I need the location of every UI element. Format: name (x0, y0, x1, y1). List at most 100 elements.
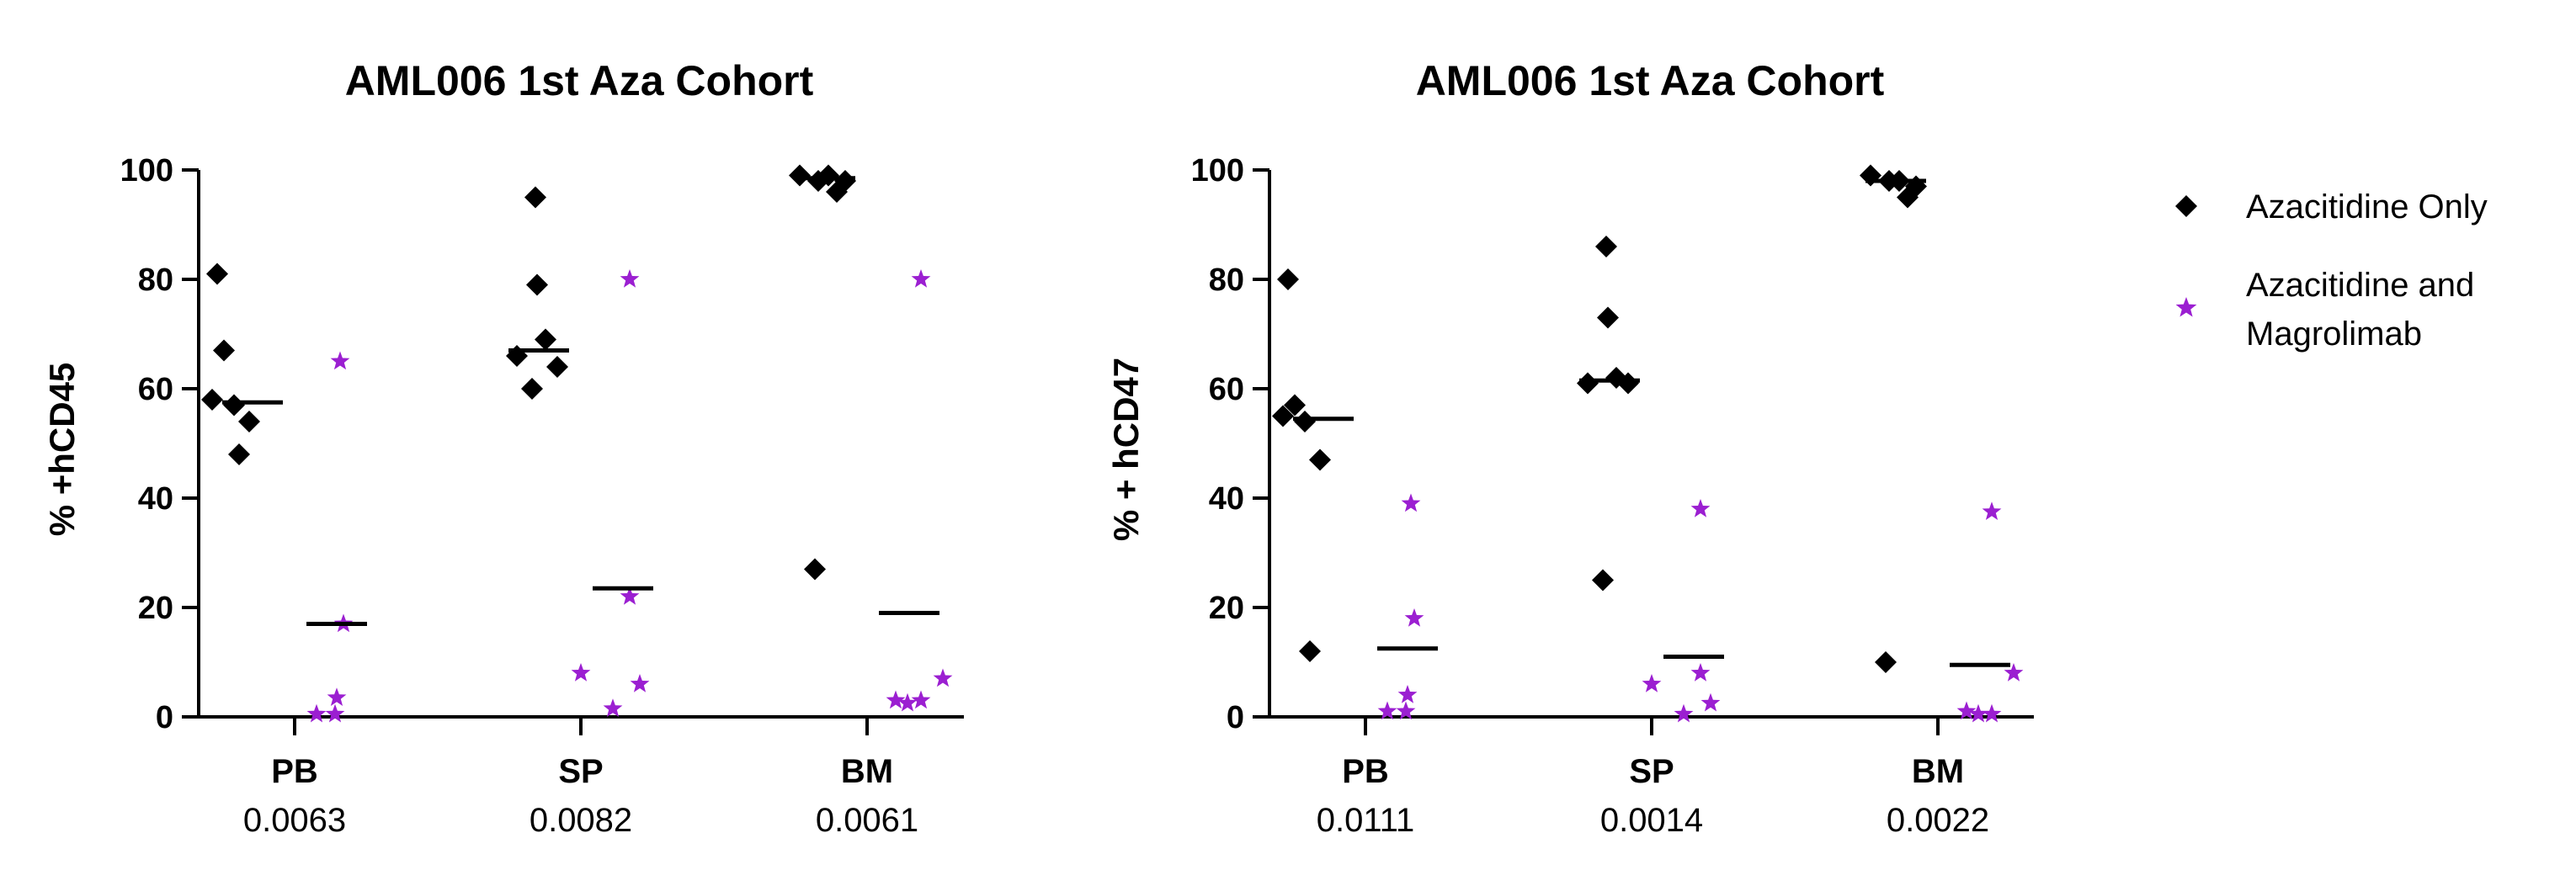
data-point-azacitidine-only (213, 339, 235, 362)
chart-title: AML006 1st Aza Cohort (345, 57, 814, 104)
data-point-azacitidine-magrolimab (1377, 701, 1397, 720)
category-label-sp: SP (558, 753, 603, 790)
data-point-azacitidine-magrolimab (911, 690, 931, 709)
category-label-bm: BM (841, 753, 893, 790)
data-point-azacitidine-magrolimab (603, 698, 623, 717)
data-point-azacitidine-magrolimab (1397, 685, 1418, 703)
data-point-azacitidine-only (206, 263, 228, 285)
y-tick-label: 20 (138, 591, 173, 626)
chart-title: AML006 1st Aza Cohort (1416, 57, 1885, 104)
y-tick-label: 40 (138, 481, 173, 517)
p-value-sp: 0.0014 (1600, 802, 1703, 839)
chart-panel-hcd45: AML006 1st Aza Cohort % +hCD45 0 20 40 60 80… (42, 57, 964, 839)
data-point-azacitidine-magrolimab (1956, 701, 1977, 720)
y-tick-label: 80 (138, 263, 173, 298)
data-point-azacitidine-magrolimab (1690, 499, 1711, 517)
data-point-azacitidine-only (546, 356, 568, 378)
data-point-azacitidine-magrolimab (1404, 608, 1424, 627)
data-point-azacitidine-only (807, 170, 829, 192)
data-point-azacitidine-only (1617, 372, 1639, 395)
data-point-azacitidine-magrolimab (330, 351, 350, 370)
category-label-bm: BM (1912, 753, 1964, 790)
category-label-sp: SP (1629, 753, 1674, 790)
y-tick-label: 80 (1209, 263, 1244, 298)
y-tick-label: 100 (120, 153, 173, 188)
data-point-azacitidine-magrolimab (325, 703, 345, 723)
chart-panel-hcd47: AML006 1st Aza Cohort % + hCD47 0 20 40 60 8… (1106, 57, 2034, 839)
data-point-azacitidine-magrolimab (327, 687, 347, 706)
data-point-azacitidine-magrolimab (1968, 703, 1988, 723)
data-point-azacitidine-magrolimab (933, 668, 953, 687)
data-point-azacitidine-only (1860, 164, 1881, 187)
data-point-azacitidine-only (535, 328, 556, 351)
data-point-azacitidine-magrolimab (630, 674, 650, 692)
p-value-bm: 0.0061 (816, 802, 918, 839)
category-label-pb: PB (271, 753, 318, 790)
data-point-azacitidine-only (521, 378, 543, 400)
data-point-azacitidine-only (1595, 236, 1617, 257)
data-point-azacitidine-magrolimab (306, 703, 327, 723)
data-point-azacitidine-only (1309, 448, 1331, 471)
data-point-azacitidine-magrolimab (1396, 701, 1416, 720)
data-point-azacitidine-only (826, 181, 848, 203)
p-value-sp: 0.0082 (530, 802, 632, 839)
y-ticks: 0 20 40 60 80 100 (120, 153, 199, 735)
y-tick-label: 0 (1227, 700, 1244, 735)
legend-label-azacitidine-magrolimab-line2: Magrolimab (2246, 316, 2422, 353)
data-point-azacitidine-magrolimab (897, 692, 918, 712)
data-point-azacitidine-only (1597, 306, 1619, 329)
category-label-sp-group: SP 0.0014 (1600, 717, 1703, 839)
data-point-azacitidine-only (789, 164, 811, 187)
data-point-azacitidine-magrolimab (1982, 501, 2002, 520)
data-point-azacitidine-magrolimab (1982, 703, 2002, 723)
data-point-azacitidine-only (506, 345, 528, 367)
data-point-azacitidine-magrolimab (1642, 674, 1662, 692)
y-tick-label: 0 (156, 700, 173, 735)
data-point-azacitidine-only (804, 558, 826, 581)
category-label-pb-group: PB 0.0111 (1317, 717, 1414, 839)
y-tick-label: 40 (1209, 481, 1244, 517)
data-point-azacitidine-only (201, 389, 223, 411)
data-point-azacitidine-only (1875, 651, 1897, 673)
data-point-azacitidine-only (1294, 411, 1316, 432)
data-point-azacitidine-magrolimab (620, 586, 640, 605)
data-point-azacitidine-only (228, 443, 250, 465)
p-value-pb: 0.0111 (1317, 802, 1414, 839)
data-point-azacitidine-magrolimab (1700, 692, 1721, 712)
category-label-sp-group: SP 0.0082 (530, 717, 632, 839)
data-point-azacitidine-only (1272, 405, 1294, 427)
y-tick-label: 60 (1209, 372, 1244, 407)
data-point-azacitidine-magrolimab (2004, 663, 2024, 682)
y-tick-label: 100 (1191, 153, 1244, 188)
data-point-azacitidine-magrolimab (620, 269, 640, 288)
data-point-azacitidine-magrolimab (571, 663, 591, 682)
legend-star-icon (2175, 297, 2197, 317)
data-point-azacitidine-magrolimab (886, 690, 906, 709)
category-label-pb-group: PB 0.0063 (243, 717, 346, 839)
legend-label-azacitidine-only: Azacitidine Only (2246, 188, 2488, 225)
data-point-azacitidine-magrolimab (911, 269, 931, 288)
y-axis-label: % + hCD47 (1106, 358, 1146, 541)
data-point-azacitidine-only (1577, 372, 1599, 395)
data-point-azacitidine-only (238, 411, 260, 432)
p-value-pb: 0.0063 (243, 802, 346, 839)
data-point-azacitidine-only (1277, 268, 1299, 290)
y-ticks: 0 20 40 60 80 100 (1191, 153, 1269, 735)
y-axis-label: % +hCD45 (42, 363, 82, 537)
legend-label-azacitidine-magrolimab-line1: Azacitidine and (2246, 267, 2474, 304)
data-point-azacitidine-magrolimab (1690, 663, 1711, 682)
category-label-bm-group: BM 0.0022 (1887, 717, 1989, 839)
data-point-azacitidine-magrolimab (1674, 703, 1694, 723)
y-tick-label: 20 (1209, 591, 1244, 626)
data-point-azacitidine-only (1592, 569, 1614, 591)
legend: Azacitidine Only Azacitidine and Magroli… (2175, 188, 2488, 353)
data-point-azacitidine-only (223, 394, 245, 416)
data-point-azacitidine-only (1284, 394, 1306, 416)
y-tick-label: 60 (138, 372, 173, 407)
data-points (201, 164, 953, 723)
legend-diamond-icon (2175, 195, 2197, 217)
data-point-azacitidine-only (1299, 640, 1321, 662)
p-value-bm: 0.0022 (1887, 802, 1989, 839)
data-point-azacitidine-only (526, 273, 548, 296)
